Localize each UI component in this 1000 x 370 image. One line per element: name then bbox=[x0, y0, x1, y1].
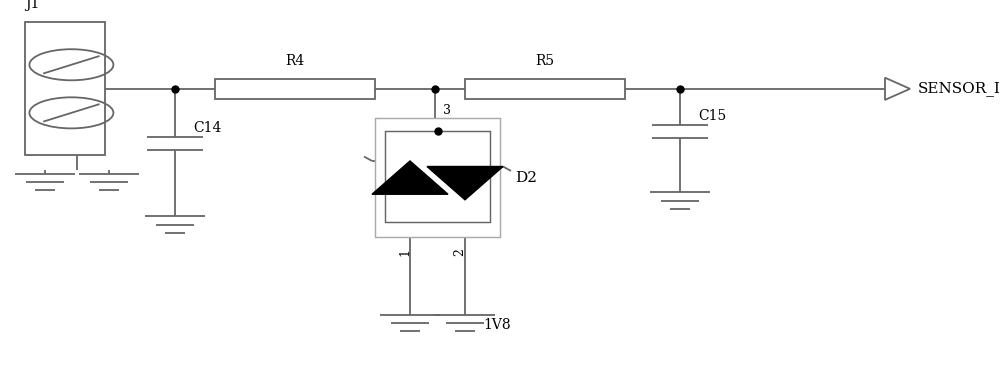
Polygon shape bbox=[885, 78, 910, 100]
Text: J1: J1 bbox=[25, 0, 39, 11]
Text: C15: C15 bbox=[698, 109, 726, 123]
Bar bbox=[375, 118, 500, 237]
Text: 1: 1 bbox=[398, 248, 411, 256]
Text: D2: D2 bbox=[515, 171, 537, 185]
Text: 3: 3 bbox=[443, 104, 451, 117]
Polygon shape bbox=[427, 166, 503, 200]
Text: C14: C14 bbox=[193, 121, 221, 135]
Text: 1V8: 1V8 bbox=[483, 318, 511, 332]
Text: R5: R5 bbox=[535, 54, 555, 67]
Bar bbox=[25, 22, 105, 155]
Polygon shape bbox=[372, 161, 448, 194]
Bar bbox=[465, 78, 625, 99]
Text: 2: 2 bbox=[453, 248, 466, 256]
Bar bbox=[385, 131, 490, 222]
Text: R4: R4 bbox=[285, 54, 305, 67]
Text: SENSOR_IN: SENSOR_IN bbox=[918, 81, 1000, 96]
Bar bbox=[215, 78, 375, 99]
